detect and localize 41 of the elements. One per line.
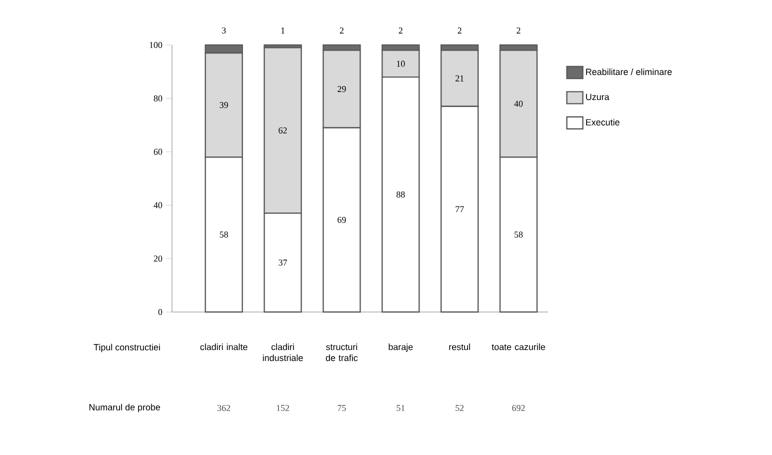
data-label: 29 <box>338 86 346 92</box>
data-label: 62 <box>278 127 287 134</box>
data-label: 2 <box>398 28 402 34</box>
x-tick-label: toate cazurile <box>492 344 546 350</box>
text: Tipul constructiei <box>94 344 160 352</box>
text: Numarul de probe <box>89 404 160 412</box>
data-label: 58 <box>220 232 228 238</box>
y-tick-label: 0 <box>158 308 162 316</box>
text: 51 <box>396 404 405 412</box>
data-label: 40 <box>514 100 523 107</box>
x-tick-label: cladiri industriale <box>262 344 303 362</box>
data-label: 2 <box>458 28 462 34</box>
x-tick-label: structuri de trafic <box>326 344 358 362</box>
x-tick-label: restul <box>449 344 470 350</box>
data-label: 10 <box>396 60 405 67</box>
data-label: 58 <box>514 232 523 238</box>
text: 152 <box>276 404 290 412</box>
x-tick-label: baraje <box>388 344 413 352</box>
text: 362 <box>218 404 230 412</box>
data-label: 37 <box>278 260 288 266</box>
text: 52 <box>456 404 464 412</box>
y-tick-label: 60 <box>154 148 162 155</box>
legend-label: Executie <box>586 118 620 126</box>
data-label: 1 <box>281 28 285 34</box>
x-tick-label: cladiri inalte <box>200 344 248 350</box>
legend-label: Reabilitare / eliminare <box>586 68 672 76</box>
y-tick-label: 80 <box>154 95 162 102</box>
text: 75 <box>338 405 346 411</box>
legend-label: Uzura <box>586 94 610 100</box>
data-label: 2 <box>340 28 344 34</box>
data-label: 88 <box>396 191 405 198</box>
y-tick-label: 40 <box>154 202 162 208</box>
y-tick-label: 100 <box>150 42 162 48</box>
data-label: 2 <box>516 28 520 34</box>
data-label: 77 <box>456 206 464 212</box>
data-label: 69 <box>338 216 346 223</box>
data-label: 3 <box>222 27 226 34</box>
text: 692 <box>512 404 525 412</box>
data-label: 21 <box>456 75 464 82</box>
y-tick-label: 20 <box>154 256 162 262</box>
data-label: 39 <box>220 102 228 108</box>
